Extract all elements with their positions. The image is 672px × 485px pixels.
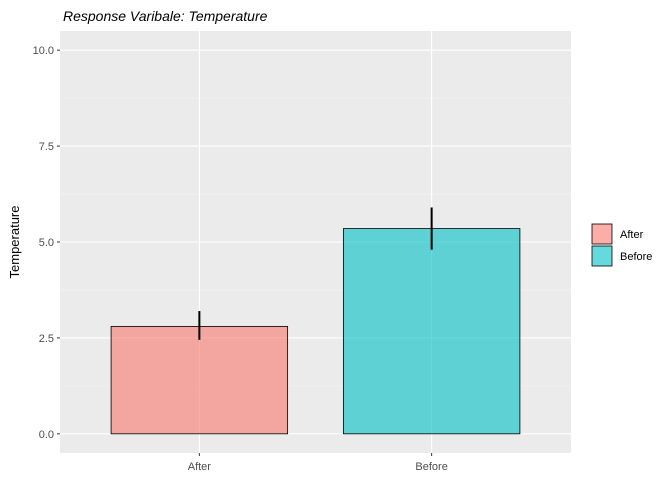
legend: After Before bbox=[591, 223, 652, 267]
legend-key-before bbox=[591, 245, 613, 267]
y-tick-label: 7.5 bbox=[39, 141, 54, 153]
bars bbox=[110, 228, 521, 435]
y-tick-label: 5.0 bbox=[39, 237, 54, 249]
y-axis-ticks: 0.0 2.5 5.0 7.5 10.0 bbox=[33, 45, 60, 441]
x-tick-label-after: After bbox=[188, 461, 212, 473]
y-tick-label: 2.5 bbox=[39, 333, 54, 345]
y-axis-title: Temperature bbox=[7, 206, 22, 279]
y-tick-label: 10.0 bbox=[33, 45, 54, 57]
x-tick-label-before: Before bbox=[415, 461, 447, 473]
legend-key-after bbox=[591, 223, 613, 245]
legend-label-after: After bbox=[620, 229, 644, 241]
error-bars bbox=[198, 207, 433, 340]
bar-before bbox=[342, 228, 521, 435]
x-axis-ticks: After Before bbox=[188, 453, 448, 473]
y-tick-label: 0.0 bbox=[39, 429, 54, 441]
bar-after bbox=[110, 325, 289, 435]
chart-title: Response Varibale: Temperature bbox=[63, 8, 268, 24]
legend-label-before: Before bbox=[620, 251, 652, 263]
